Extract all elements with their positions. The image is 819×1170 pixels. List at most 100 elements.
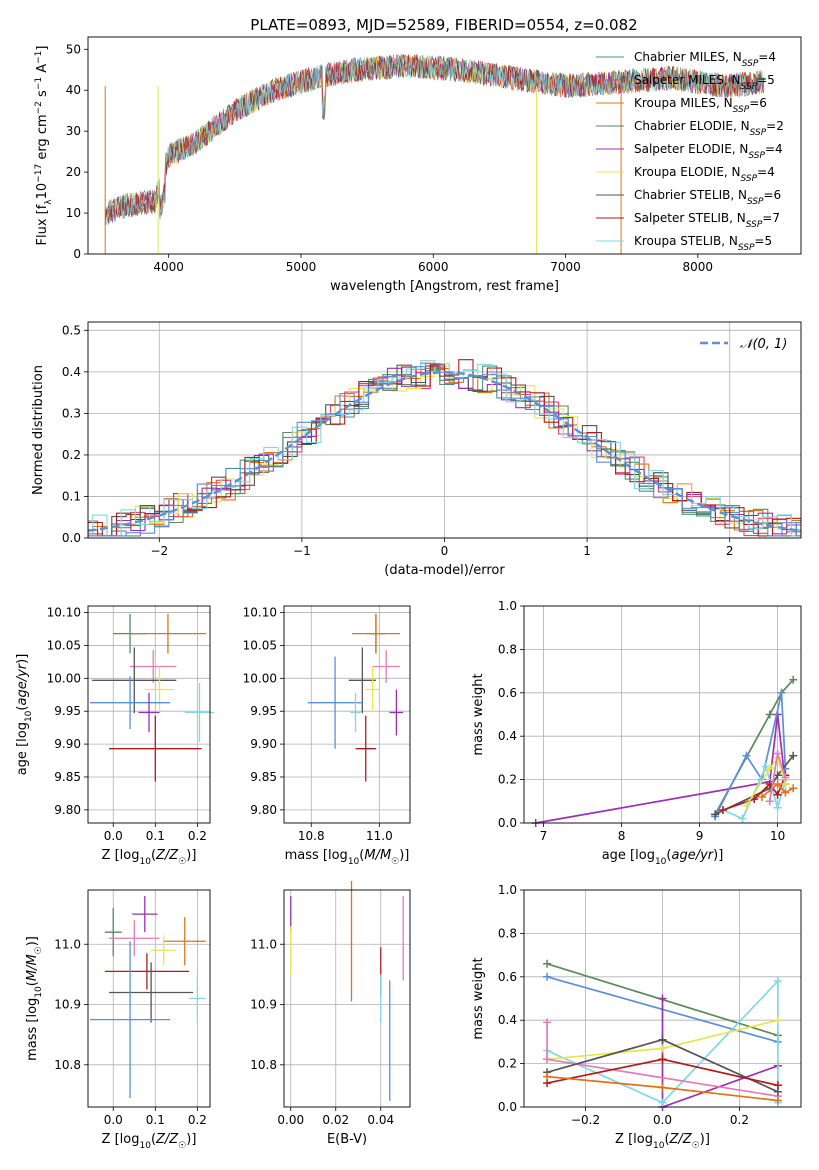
weight-marker <box>789 751 798 760</box>
weight-marker <box>773 790 782 799</box>
y-axis-label: age [log10(age/yr)] <box>15 654 34 776</box>
weight-marker <box>789 675 798 684</box>
weight-marker <box>742 751 751 760</box>
y-tick-label: 10.9 <box>54 998 81 1012</box>
x-tick-label: 0.0 <box>104 829 123 843</box>
weight-marker <box>773 1081 782 1090</box>
weight-marker <box>543 1055 552 1064</box>
age-vs-mass-axes: 10.8 11.0 9.80 9.85 9.90 9.95 10.00 10.05 10.10 m… <box>243 605 411 867</box>
x-tick-label: −0.2 <box>571 1113 600 1127</box>
mass-vs-Z-axes: 0.0 0.1 0.2 10.8 10.9 11.0 Z [log10(Z/Z☉)] mass… <box>25 889 211 1151</box>
x-axis-label: mass [log10(M/M☉)] <box>285 848 410 867</box>
weight-marker <box>773 1016 782 1025</box>
x-tick-label: 2 <box>726 544 734 558</box>
legend-label: Kroupa ELODIE, NSSP=4 <box>634 165 775 184</box>
y-tick-label: 9.95 <box>54 704 81 718</box>
y-tick-label: 20 <box>66 165 81 179</box>
weight-marker <box>765 797 774 806</box>
axes-frame <box>87 889 211 1108</box>
y-tick-label: 11.0 <box>54 937 81 951</box>
y-tick-label: 10.00 <box>47 671 81 685</box>
y-tick-label: 0.6 <box>498 686 517 700</box>
weight-marker <box>777 688 786 697</box>
y-tick-label: 10.00 <box>243 671 277 685</box>
y-tick-label: 10.9 <box>250 998 277 1012</box>
y-tick-label: 1.0 <box>498 599 517 613</box>
histogram-step <box>88 364 801 537</box>
x-axis-label: wavelength [Angstrom, rest frame] <box>330 279 559 294</box>
x-tick-label: 0.0 <box>653 1113 672 1127</box>
x-tick-label: 6000 <box>418 260 449 274</box>
weight-line <box>535 714 787 824</box>
x-tick-label: 0 <box>441 544 449 558</box>
y-tick-label: 9.85 <box>54 770 81 784</box>
x-axis-label: age [log10(age/yr)] <box>602 848 724 867</box>
y-tick-label: 9.85 <box>250 770 277 784</box>
y-tick-label: 0.6 <box>498 970 517 984</box>
y-tick-label: 9.80 <box>250 803 277 817</box>
weight-marker <box>773 977 782 986</box>
weight-marker <box>658 1044 667 1053</box>
y-axis-label: Flux [fλ10−17 erg cm−2 s−1 A−1] <box>34 46 54 246</box>
weight-marker <box>543 972 552 981</box>
y-tick-label: 10.05 <box>47 638 81 652</box>
weight-marker <box>543 1018 552 1027</box>
y-tick-label: 0.4 <box>498 1013 517 1027</box>
age-vs-Z-axes: 0.0 0.1 0.2 9.80 9.85 9.90 9.95 10.00 10.05 10.10… <box>15 605 215 867</box>
legend-label: Chabrier STELIB, NSSP=6 <box>634 188 781 207</box>
y-tick-label: 0.5 <box>62 323 81 337</box>
weight-marker <box>757 792 766 801</box>
axes-frame <box>87 321 802 539</box>
y-tick-label: 0.2 <box>62 448 81 462</box>
x-tick-label: 0.02 <box>322 1113 349 1127</box>
histogram-step <box>88 359 801 537</box>
weight-vs-Z-axes: −0.2 0.0 0.2 0.0 0.2 0.4 0.6 0.8 1.0 Z [log10(Z/Z… <box>471 883 802 1151</box>
legend-label: Salpeter MILES, NSSP=5 <box>634 73 775 92</box>
x-tick-label: 7 <box>540 829 548 843</box>
spectrum-legend: Chabrier MILES, NSSP=4 Salpeter MILES, NS… <box>596 50 784 253</box>
weight-marker <box>773 1096 782 1105</box>
weight-marker <box>773 803 782 812</box>
x-axis-label: Z [log10(Z/Z☉)] <box>102 1132 197 1151</box>
legend-label: Salpeter ELODIE, NSSP=4 <box>634 142 783 161</box>
legend-label: Chabrier ELODIE, NSSP=2 <box>634 119 784 138</box>
y-tick-label: 0.8 <box>498 926 517 940</box>
x-tick-label: −1 <box>293 544 311 558</box>
y-tick-label: 10.10 <box>47 606 81 620</box>
weight-marker <box>781 773 790 782</box>
x-tick-label: 0.2 <box>730 1113 749 1127</box>
y-tick-label: 0.3 <box>62 406 81 420</box>
weight-marker <box>773 749 782 758</box>
x-tick-label: −2 <box>150 544 168 558</box>
y-tick-label: 10.05 <box>243 638 277 652</box>
legend-label: Salpeter STELIB, NSSP=7 <box>634 211 780 230</box>
x-tick-label: 0.00 <box>277 1113 304 1127</box>
residuals-axes: −2 −1 0 1 2 0.0 0.1 0.2 0.3 0.4 0.5 𝒩(0, 1) (data-mo… <box>31 321 802 578</box>
mass-vs-ebv-axes: 0.00 0.02 0.04 10.8 10.9 11.0 E(B-V) <box>250 880 411 1147</box>
y-tick-label: 10.8 <box>250 1058 277 1072</box>
x-tick-label: 0.2 <box>188 1113 207 1127</box>
y-tick-label: 9.90 <box>54 737 81 751</box>
y-tick-label: 0.0 <box>62 531 81 545</box>
axes-frame <box>87 36 802 255</box>
legend-label: Kroupa MILES, NSSP=6 <box>634 96 767 115</box>
y-tick-label: 0 <box>73 247 81 261</box>
y-tick-label: 0.2 <box>498 1057 517 1071</box>
weight-marker <box>765 764 774 773</box>
y-tick-label: 0.0 <box>498 1100 517 1114</box>
y-tick-label: 10 <box>66 206 81 220</box>
y-tick-label: 0.4 <box>498 729 517 743</box>
y-tick-label: 0.0 <box>498 816 517 830</box>
y-tick-label: 50 <box>66 42 81 56</box>
histogram-step <box>88 366 801 537</box>
y-tick-label: 9.80 <box>54 803 81 817</box>
spectrum-axes: 4000 5000 6000 7000 8000 0 10 20 30 40 50 Chabrier … <box>34 36 802 294</box>
x-tick-label: 0.2 <box>188 829 207 843</box>
weight-line <box>761 782 794 798</box>
y-tick-label: 1.0 <box>498 883 517 897</box>
x-tick-label: 0.1 <box>146 1113 165 1127</box>
y-tick-label: 0.8 <box>498 642 517 656</box>
weight-line <box>745 755 787 807</box>
x-tick-label: 0.04 <box>367 1113 394 1127</box>
weight-marker <box>658 1098 667 1107</box>
